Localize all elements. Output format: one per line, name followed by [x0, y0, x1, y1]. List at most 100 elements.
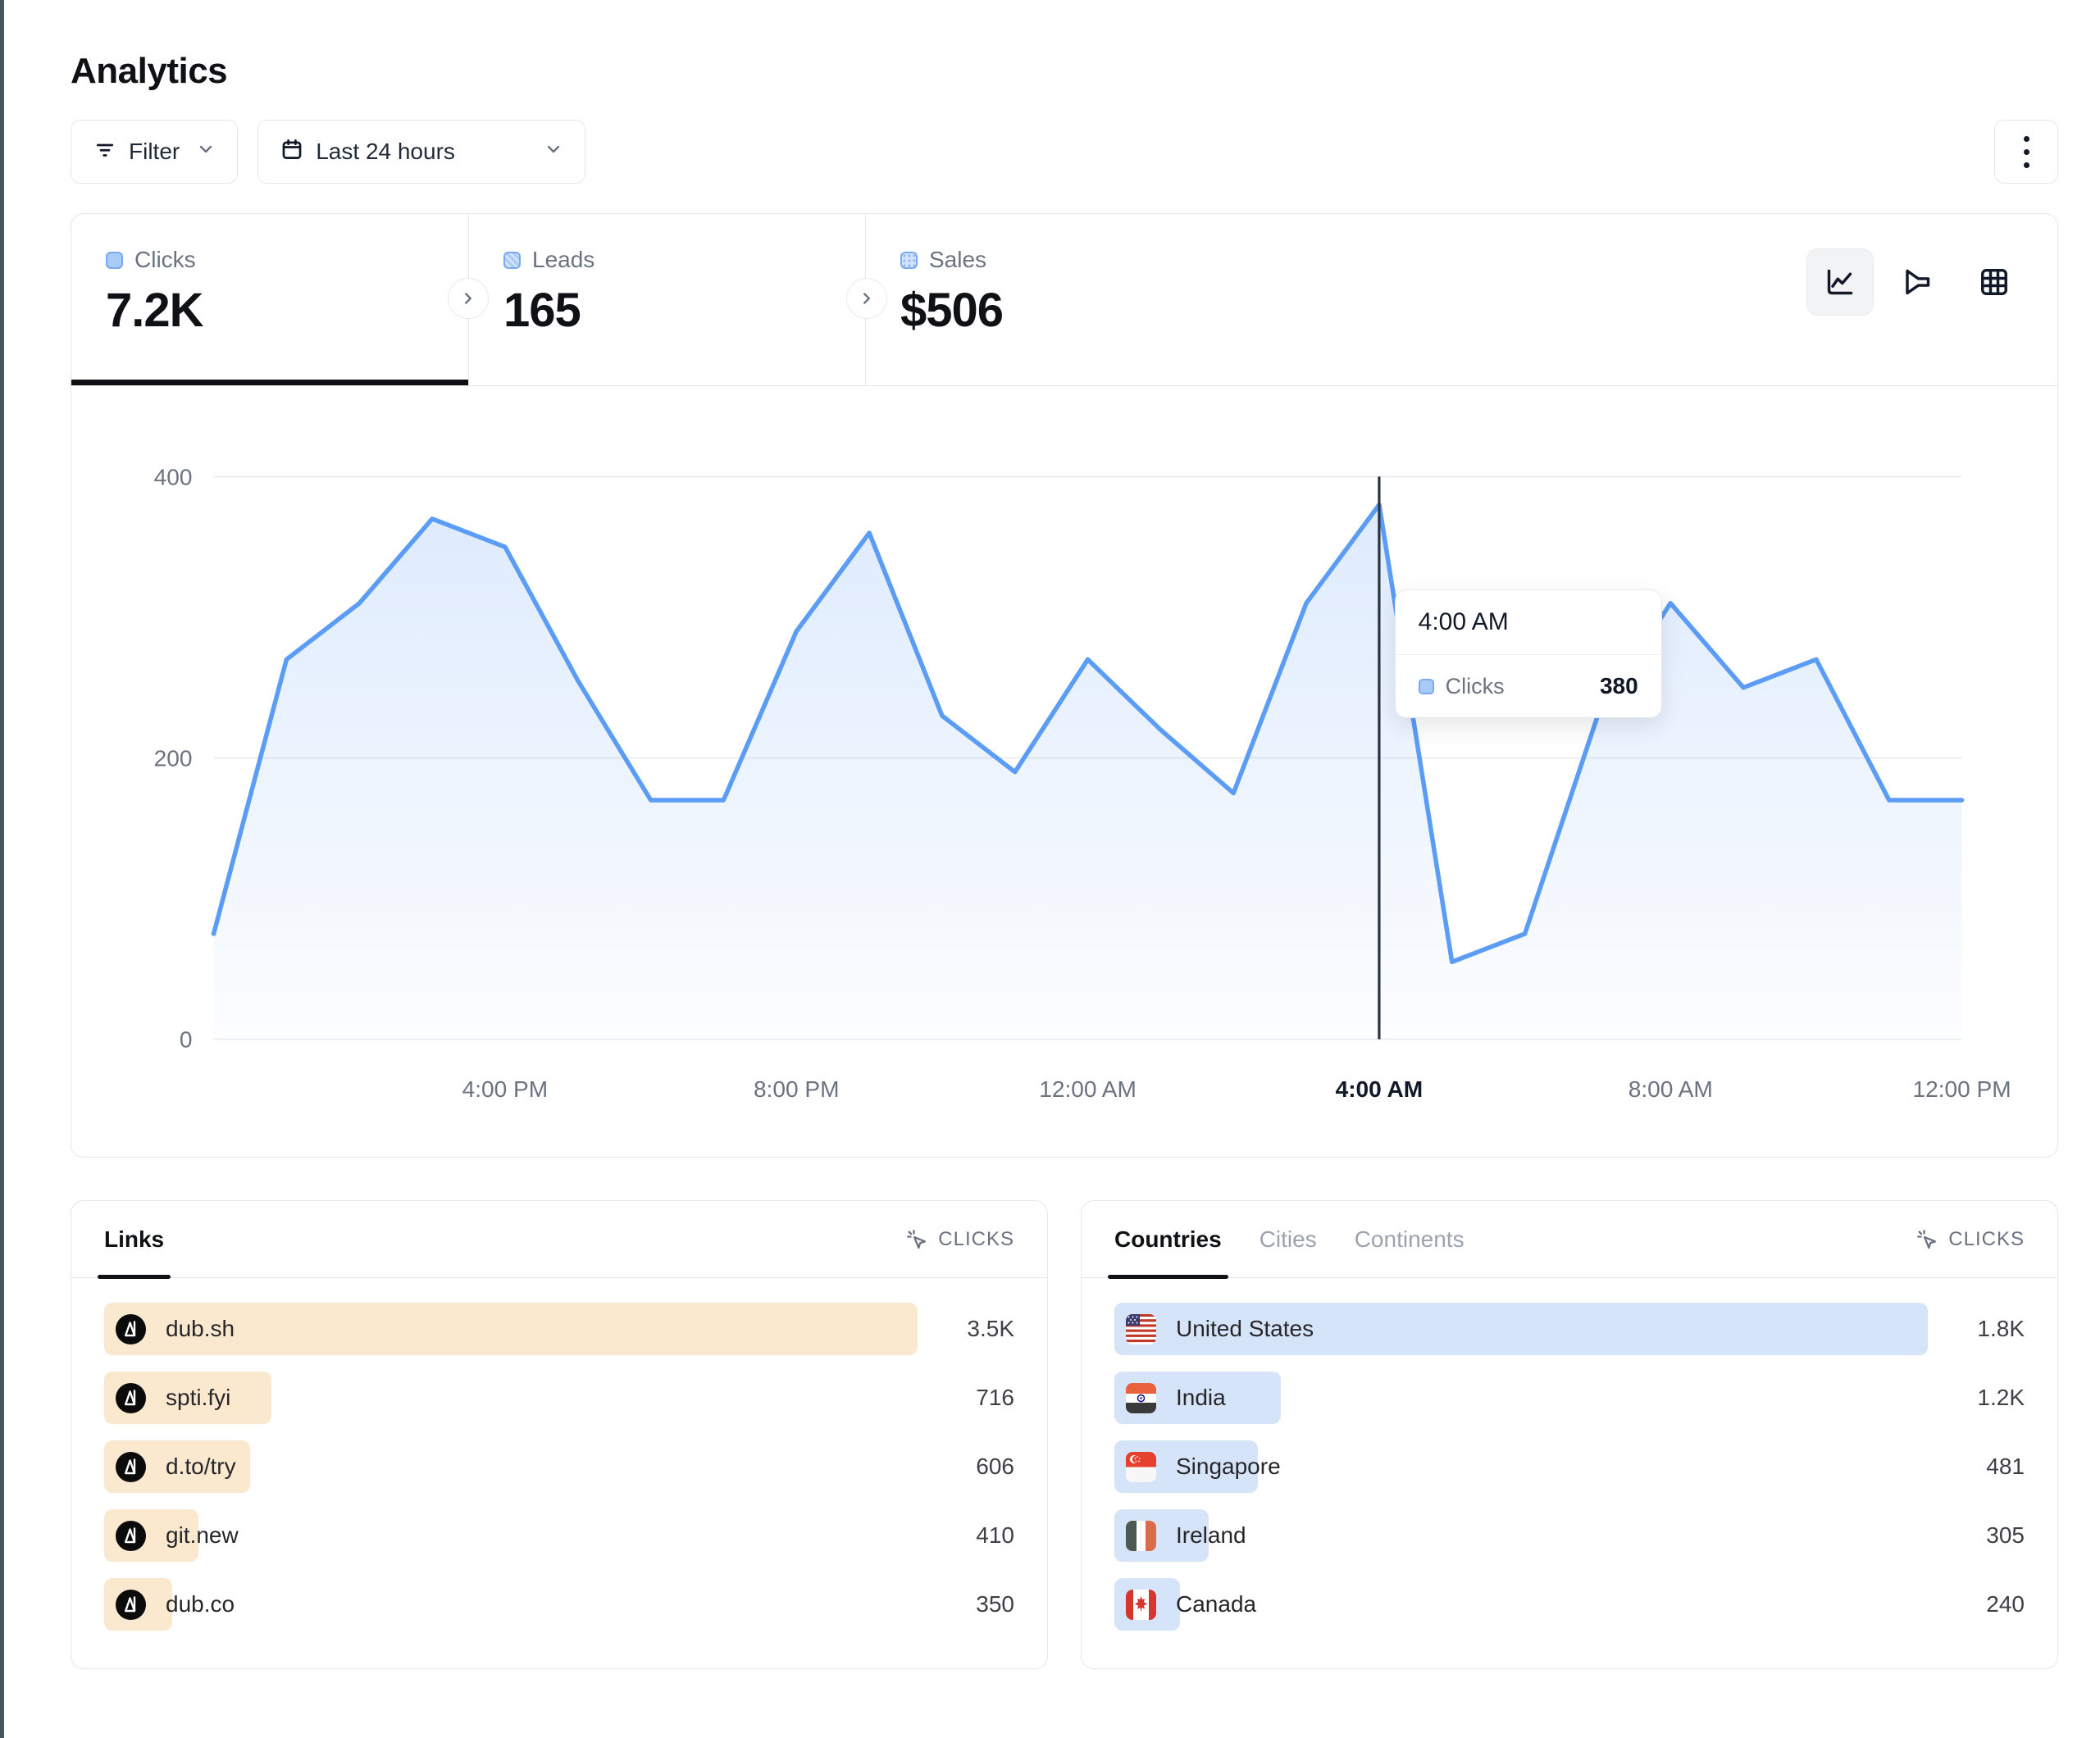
- links-panel-header: Links CLICKS: [71, 1201, 1047, 1279]
- stat-label: Sales: [929, 247, 987, 272]
- country-row[interactable]: Ireland 305: [1114, 1509, 2025, 1562]
- chevron-down-icon: [196, 139, 216, 165]
- page-title: Analytics: [71, 51, 228, 91]
- dub-logo-icon: [116, 1382, 146, 1413]
- x-axis-label: 4:00 AM: [1336, 1076, 1424, 1102]
- funnel-chart-icon: [1906, 269, 1930, 295]
- line-chart-view-button[interactable]: [1806, 248, 1874, 316]
- country-value: 1.2K: [1977, 1385, 2025, 1410]
- x-axis-label: 8:00 AM: [1629, 1076, 1713, 1102]
- value-bar: [1114, 1303, 1928, 1355]
- countries-metric[interactable]: CLICKS: [1916, 1228, 2025, 1251]
- date-range-button[interactable]: Last 24 hours: [257, 120, 586, 184]
- value-bar: [104, 1303, 918, 1355]
- link-label: spti.fyi: [166, 1385, 231, 1410]
- analytics-card: Clicks 7.2K Leads 165 Sales: [71, 213, 2058, 1158]
- dub-logo-icon: [116, 1313, 146, 1344]
- x-axis-label: 4:00 PM: [462, 1076, 549, 1102]
- flag-singapore: [1126, 1451, 1156, 1482]
- link-label: d.to/try: [166, 1454, 236, 1479]
- bar-track: [1114, 1372, 1928, 1424]
- clicks-swatch-icon: [106, 251, 123, 269]
- tab-links[interactable]: Links: [97, 1201, 171, 1279]
- link-row[interactable]: d.to/try 606: [104, 1440, 1014, 1493]
- dub-logo-icon: [116, 1451, 146, 1482]
- line-chart-icon: [1827, 269, 1853, 295]
- window-edge-strip: [0, 0, 4, 1738]
- flag-canada: [1126, 1589, 1156, 1620]
- cursor-click-icon: [907, 1229, 927, 1249]
- stat-tab-clicks[interactable]: Clicks 7.2K: [71, 214, 468, 385]
- chart-canvas[interactable]: 0 200 400 4:00 PM 8:00 PM 12:00 AM 4:00 AM 8:00…: [71, 386, 2057, 1158]
- country-value: 481: [1986, 1454, 2025, 1479]
- country-row[interactable]: Singapore 481: [1114, 1440, 2025, 1493]
- countries-panel-header: Countries Cities Continents CLICKS: [1082, 1201, 2057, 1279]
- link-label: dub.co: [166, 1591, 235, 1617]
- stat-value: 7.2K: [106, 284, 204, 337]
- stat-tab-sales[interactable]: Sales $506: [865, 214, 2057, 385]
- y-axis-label: 0: [180, 1027, 193, 1053]
- link-value: 716: [976, 1385, 1014, 1410]
- expand-leads-button[interactable]: [846, 278, 887, 319]
- table-view-button[interactable]: [1961, 248, 2028, 316]
- y-axis-label: 200: [154, 746, 193, 771]
- link-value: 350: [976, 1591, 1014, 1617]
- tab-countries[interactable]: Countries: [1108, 1201, 1228, 1279]
- stat-tab-leads[interactable]: Leads 165: [468, 214, 865, 385]
- link-value: 3.5K: [967, 1316, 1014, 1341]
- link-value: 606: [976, 1454, 1014, 1479]
- filter-button-label: Filter: [129, 139, 180, 164]
- x-axis-label: 8:00 PM: [754, 1076, 840, 1102]
- chevron-right-icon: [863, 293, 870, 304]
- country-label: India: [1176, 1385, 1226, 1410]
- country-label: Ireland: [1176, 1522, 1246, 1548]
- link-row[interactable]: spti.fyi 716: [104, 1372, 1014, 1424]
- link-row[interactable]: git.new 410: [104, 1509, 1014, 1562]
- chevron-down-icon: [544, 139, 563, 165]
- table-grid-icon: [1981, 269, 2007, 295]
- tooltip-time: 4:00 AM: [1395, 590, 1661, 655]
- metric-label: CLICKS: [1948, 1227, 2025, 1250]
- calendar-icon: [280, 137, 304, 167]
- country-row[interactable]: United States 1.8K: [1114, 1303, 2025, 1355]
- flag-united-states: [1126, 1313, 1156, 1344]
- area-fill: [213, 504, 1962, 1040]
- stat-label: Leads: [532, 247, 595, 272]
- link-row[interactable]: dub.sh 3.5K: [104, 1303, 1014, 1355]
- flag-ireland: [1126, 1520, 1156, 1551]
- funnel-view-button[interactable]: [1884, 248, 1951, 316]
- link-row[interactable]: dub.co 350: [104, 1578, 1014, 1631]
- link-label: git.new: [166, 1522, 239, 1548]
- x-axis-label: 12:00 AM: [1039, 1076, 1137, 1102]
- y-axis-label: 400: [154, 464, 193, 489]
- clicks-line: [211, 502, 1965, 965]
- dub-logo-icon: [116, 1520, 146, 1551]
- clicks-swatch-icon: [1418, 678, 1434, 694]
- filter-button[interactable]: Filter: [71, 120, 239, 184]
- expand-clicks-button[interactable]: [448, 278, 489, 319]
- countries-panel: Countries Cities Continents CLICKS: [1081, 1200, 2058, 1669]
- stat-label: Clicks: [134, 247, 196, 272]
- country-label: Singapore: [1176, 1454, 1281, 1479]
- clicks-area-chart[interactable]: 0 200 400 4:00 PM 8:00 PM 12:00 AM 4:00 AM 8:00…: [71, 386, 2057, 1155]
- more-options-button[interactable]: [1994, 120, 2058, 184]
- stat-value: 165: [503, 284, 581, 337]
- dub-logo-icon: [116, 1589, 146, 1620]
- chevron-right-icon: [465, 293, 471, 304]
- tab-cities[interactable]: Cities: [1259, 1226, 1317, 1252]
- metric-label: CLICKS: [938, 1227, 1014, 1250]
- countries-list: United States 1.8K India 1.2K Singapore …: [1082, 1278, 2057, 1631]
- links-metric[interactable]: CLICKS: [905, 1228, 1014, 1251]
- chart-type-switcher: [1806, 248, 2028, 316]
- date-range-label: Last 24 hours: [316, 139, 455, 164]
- tab-continents[interactable]: Continents: [1354, 1226, 1465, 1252]
- kebab-menu-icon: [2023, 135, 2029, 142]
- country-row[interactable]: India 1.2K: [1114, 1372, 2025, 1424]
- country-value: 305: [1986, 1522, 2025, 1548]
- country-row[interactable]: Canada 240: [1114, 1578, 2025, 1631]
- flag-india: [1126, 1382, 1156, 1413]
- country-value: 1.8K: [1977, 1316, 2025, 1341]
- chart-tooltip: 4:00 AM Clicks 380: [1394, 589, 1662, 718]
- toolbar: Filter Last 24 hours: [71, 120, 2058, 184]
